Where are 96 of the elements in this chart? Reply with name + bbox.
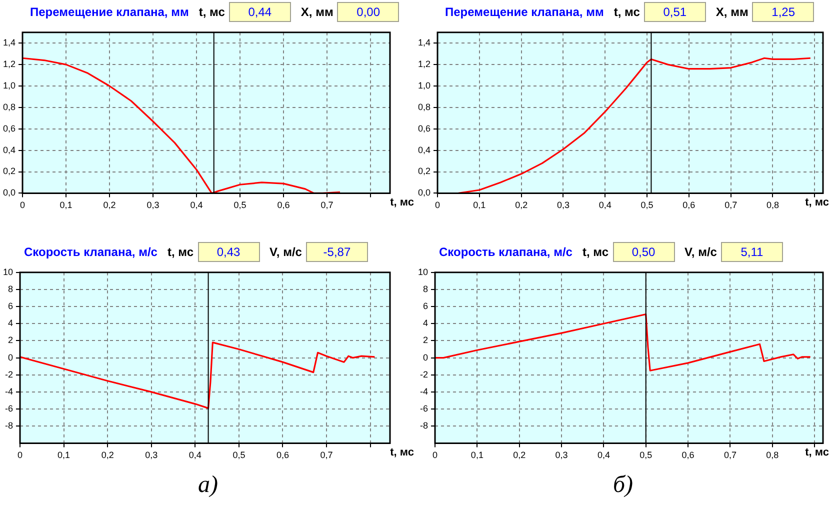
x-tick-label: 0,4 [188, 450, 202, 460]
y-tick-label: 6 [422, 301, 428, 312]
x-tick-label: 0,1 [473, 200, 486, 210]
x-tick-label: 0,7 [320, 450, 333, 460]
y-tick-label: 1,4 [418, 38, 431, 48]
x-axis-title: t, мс [390, 446, 414, 459]
x-tick-label: 0,5 [234, 200, 246, 210]
text: 1,25 [752, 2, 814, 22]
y-tick-label: -8 [420, 420, 428, 431]
x-tick-label: 0,4 [598, 200, 612, 210]
y-tick-label: 0,8 [418, 102, 431, 112]
x-tick-label: 0,5 [640, 450, 652, 460]
x-tick-label: 0,2 [101, 450, 114, 460]
x-tick-label: 0,7 [724, 200, 738, 210]
y-tick-label: -2 [420, 369, 428, 380]
y-tick-label: 1,4 [2, 38, 16, 48]
y-tick-label: 10 [2, 266, 14, 277]
text: X, мм [300, 5, 334, 19]
x-tick-label: 0,8 [766, 450, 779, 460]
y-tick-label: -4 [4, 386, 14, 396]
text: б) [612, 472, 634, 499]
y-tick-label: 0,6 [418, 123, 431, 134]
y-tick-label: -6 [4, 404, 14, 414]
y-tick-label: 1,2 [2, 59, 16, 70]
x-tick-label: 0,6 [276, 450, 289, 460]
y-tick-label: 10 [418, 266, 428, 277]
y-tick-label: 1,0 [2, 80, 16, 90]
x-tick-label: 0,6 [277, 200, 290, 210]
x-tick-label: 0,1 [58, 450, 70, 460]
y-tick-label: 0,0 [418, 188, 431, 198]
x-tick-label: 0 [20, 200, 26, 210]
text: 0,50 [612, 242, 675, 262]
y-tick-label: 0 [8, 352, 14, 362]
y-tick-label: 0,4 [2, 144, 16, 155]
y-tick-label: 0,0 [2, 188, 16, 198]
y-tick-label: 4 [8, 318, 14, 328]
y-tick-label: -4 [420, 386, 428, 396]
y-tick-label: 4 [422, 318, 428, 328]
x-tick-label: 0,5 [640, 200, 654, 210]
x-tick-label: 0,3 [146, 200, 160, 210]
x-tick-label: 0,4 [597, 450, 610, 460]
text: 0,43 [198, 242, 260, 262]
x-tick-label: 0,2 [103, 200, 116, 210]
text: 0,44 [228, 2, 291, 22]
text: V, м/с [684, 245, 717, 259]
text: t, мс [614, 5, 640, 19]
text: t, мс [167, 245, 194, 259]
text: а) [197, 472, 219, 499]
y-tick-label: 2 [422, 335, 428, 346]
text: 0,51 [644, 2, 706, 22]
y-tick-label: 0,8 [2, 102, 16, 112]
text: X, мм [716, 5, 748, 19]
x-tick-label: 0,7 [320, 200, 334, 210]
text: t, мс [198, 5, 225, 19]
x-axis-title: t, мс [390, 196, 414, 209]
x-tick-label: 0,8 [766, 200, 779, 210]
x-tick-label: 0,4 [190, 200, 203, 210]
chart-title: Перемещение клапана, мм [445, 5, 604, 19]
x-tick-label: 0 [432, 450, 438, 460]
x-axis-title: t, мс [805, 196, 829, 209]
y-tick-label: 8 [8, 284, 14, 294]
chart-title: Скорость клапана, м/с [439, 245, 572, 259]
y-tick-label: -2 [4, 369, 14, 380]
text: V, м/с [270, 245, 302, 259]
x-tick-label: 0,3 [556, 200, 570, 210]
text: 5,11 [720, 242, 783, 262]
text: t, мс [582, 245, 609, 259]
y-tick-label: -8 [4, 420, 14, 431]
x-tick-label: 0,5 [232, 450, 246, 460]
x-tick-label: 0,2 [515, 200, 528, 210]
x-tick-label: 0,6 [682, 450, 694, 460]
x-tick-label: 0,1 [60, 200, 72, 210]
y-tick-label: 8 [422, 284, 428, 294]
text: 0,00 [337, 2, 400, 22]
y-tick-label: 0,2 [418, 166, 431, 176]
x-tick-label: 0,2 [513, 450, 526, 460]
text: -5,87 [306, 242, 368, 262]
y-tick-label: 1,0 [418, 80, 431, 90]
x-tick-label: 0 [435, 200, 440, 210]
y-tick-label: 2 [8, 335, 14, 346]
x-axis-title: t, мс [805, 446, 829, 459]
x-tick-label: 0,3 [145, 450, 158, 460]
x-tick-label: 0,3 [555, 450, 568, 460]
chart-title: Перемещение клапана, мм [30, 5, 189, 19]
y-tick-label: -6 [420, 404, 428, 414]
y-tick-label: 0,2 [2, 166, 16, 176]
chart-title: Скорость клапана, м/с [24, 245, 158, 259]
y-tick-label: 0 [422, 352, 428, 362]
y-tick-label: 0,4 [418, 144, 431, 155]
x-tick-label: 0,7 [724, 450, 736, 460]
y-tick-label: 1,2 [418, 59, 431, 70]
y-tick-label: 6 [8, 301, 14, 312]
x-tick-label: 0 [18, 450, 23, 460]
y-tick-label: 0,6 [2, 123, 16, 134]
x-tick-label: 0,6 [682, 200, 696, 210]
x-tick-label: 0,1 [470, 450, 484, 460]
